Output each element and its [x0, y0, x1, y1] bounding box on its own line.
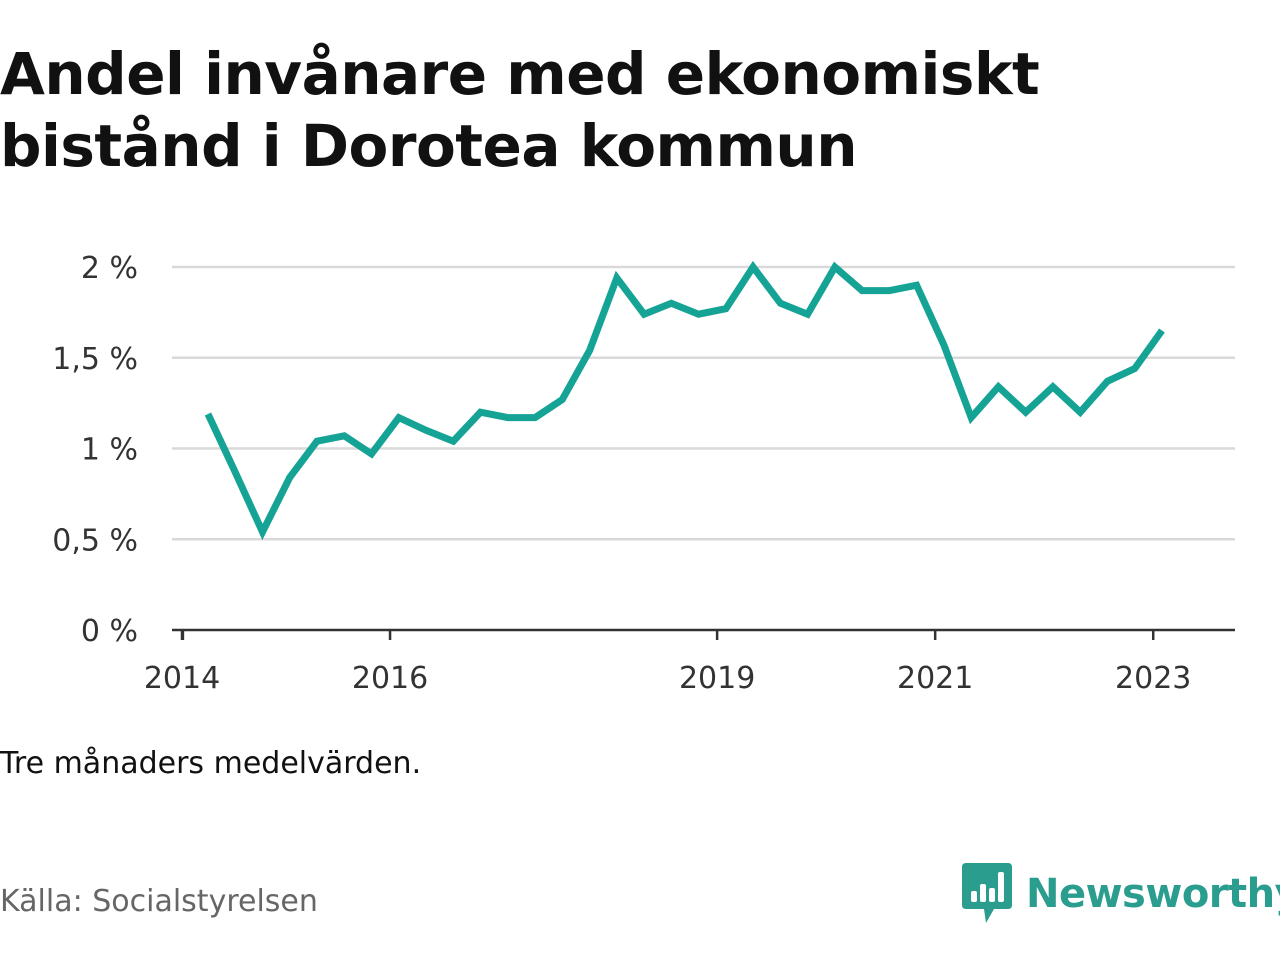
- brand-logo: Newsworthy: [962, 862, 1280, 926]
- x-axis: 2014 2016 2019 2021 2023: [144, 628, 1235, 696]
- data-point: [698, 313, 700, 315]
- data-point: [234, 471, 236, 473]
- y-tick-label: 2 %: [81, 251, 138, 286]
- data-point: [616, 277, 618, 279]
- data-point: [670, 302, 672, 304]
- chart-note: Tre månaders medelvärden.: [0, 746, 422, 781]
- chart-title-line-2: bistånd i Dorotea kommun: [0, 112, 858, 180]
- data-point: [1025, 411, 1027, 413]
- data-point: [1079, 411, 1081, 413]
- data-point: [316, 440, 318, 442]
- data-point: [452, 440, 454, 442]
- data-point: [943, 344, 945, 346]
- x-tick-label: 2019: [679, 661, 755, 696]
- x-tick-label: 2021: [897, 661, 973, 696]
- data-point: [207, 413, 209, 415]
- chart-title: Andel invånare med ekonomiskt bistånd i …: [0, 38, 1270, 182]
- data-point: [834, 266, 836, 268]
- x-tick-label: 2014: [144, 661, 220, 696]
- data-point: [480, 411, 482, 413]
- data-point: [507, 417, 509, 419]
- series-layer: [204, 260, 1165, 541]
- data-point: [997, 386, 999, 388]
- data-point: [643, 313, 645, 315]
- data-point: [534, 417, 536, 419]
- bar-chart-badge-icon: [962, 863, 1012, 923]
- y-axis-labels: 0 % 0,5 % 1 % 1,5 % 2 %: [52, 251, 138, 649]
- x-tick-label: 2023: [1115, 661, 1191, 696]
- data-point: [343, 435, 345, 437]
- data-point: [861, 290, 863, 292]
- data-point: [398, 417, 400, 419]
- data-point: [371, 453, 373, 455]
- brand-name: Newsworthy: [1026, 871, 1280, 917]
- data-point: [1134, 368, 1136, 370]
- y-tick-label: 1 %: [81, 433, 138, 468]
- y-tick-label: 1,5 %: [52, 342, 138, 377]
- data-point: [289, 477, 291, 479]
- data-point: [779, 302, 781, 304]
- data-point: [1106, 380, 1108, 382]
- data-point: [589, 349, 591, 351]
- data-point: [916, 284, 918, 286]
- y-tick-label: 0 %: [81, 614, 138, 649]
- line-chart: 2014 2016 2019 2021 2023 0 % 0,5 % 1 % 1,5 % 2 %: [52, 251, 1235, 696]
- y-tick-label: 0,5 %: [52, 523, 138, 558]
- gridlines: [172, 265, 1235, 541]
- data-point: [807, 313, 809, 315]
- x-tick-label: 2016: [352, 661, 428, 696]
- source-credit: Källa: Socialstyrelsen: [0, 884, 318, 919]
- data-point: [888, 290, 890, 292]
- data-point: [261, 531, 263, 533]
- data-point: [725, 308, 727, 310]
- series-line: [204, 260, 1165, 541]
- data-point: [561, 398, 563, 400]
- chart-title-line-1: Andel invånare med ekonomiskt: [0, 40, 1040, 108]
- data-point: [425, 429, 427, 431]
- data-point: [752, 266, 754, 268]
- data-point: [1161, 330, 1163, 332]
- data-point: [1052, 386, 1054, 388]
- data-point: [970, 417, 972, 419]
